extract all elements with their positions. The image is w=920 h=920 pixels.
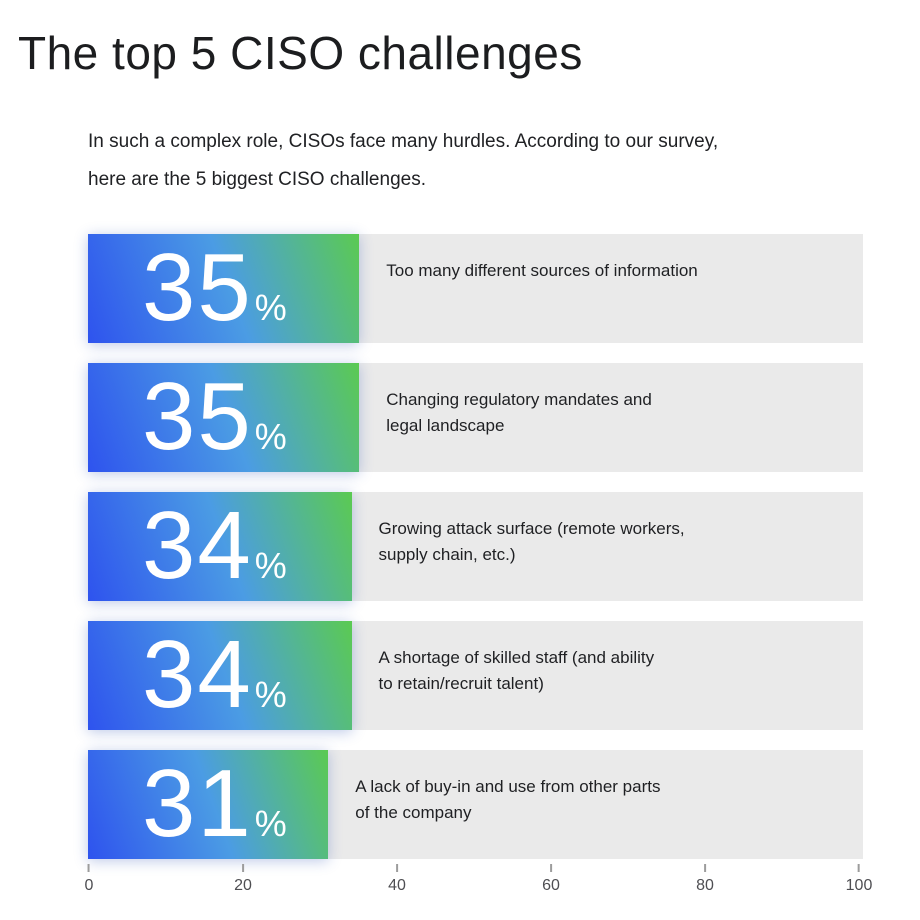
- intro-line-1: In such a complex role, CISOs face many …: [88, 131, 719, 152]
- intro-line-2: here are the 5 biggest CISO challenges.: [88, 169, 426, 190]
- percent-sign: %: [254, 545, 287, 586]
- page-title: The top 5 CISO challenges: [18, 27, 583, 79]
- percent-sign: %: [254, 674, 287, 715]
- bar-segment: 31 %: [88, 750, 329, 859]
- bar-label-line: Growing attack surface (remote workers,: [378, 519, 685, 538]
- bar-label: A shortage of skilled staff (and ability…: [352, 621, 671, 730]
- percent-sign: %: [254, 287, 287, 328]
- chart-row-5: 31 % A lack of buy-in and use from other…: [88, 750, 863, 859]
- bar-label-line: Changing regulatory mandates and: [386, 390, 652, 409]
- percent-sign: %: [254, 416, 287, 457]
- chart-row-1: 35 % Too many different sources of infor…: [88, 234, 863, 343]
- tick-mark: [88, 864, 90, 872]
- tick-mark: [395, 864, 398, 872]
- bar-label-line: A shortage of skilled staff (and ability: [378, 648, 655, 667]
- bar-value: 35 %: [88, 234, 287, 341]
- bar-chart: 35 % Too many different sources of infor…: [88, 234, 863, 879]
- intro-text: In such a complex role, CISOs face many …: [88, 123, 718, 199]
- bar-value: 34 %: [88, 621, 287, 728]
- bar-label-line: supply chain, etc.): [378, 545, 516, 564]
- axis-tick-60: 60: [542, 864, 560, 895]
- bar-label-line: Too many different sources of informatio…: [386, 261, 698, 280]
- bar-value-number: 34: [142, 621, 253, 728]
- bar-value: 35 %: [88, 363, 287, 470]
- tick-label: 80: [696, 877, 714, 894]
- tick-mark: [241, 864, 244, 872]
- tick-mark: [857, 864, 860, 872]
- bar-value-number: 31: [142, 750, 253, 857]
- bar-label: Growing attack surface (remote workers, …: [352, 492, 701, 601]
- bar-value: 34 %: [88, 492, 287, 599]
- bar-value-number: 35: [142, 363, 253, 470]
- bar-label-line: to retain/recruit talent): [378, 674, 544, 693]
- tick-mark: [549, 864, 552, 872]
- bar-value: 31 %: [88, 750, 287, 857]
- bar-segment: 35 %: [88, 234, 360, 343]
- tick-mark: [703, 864, 706, 872]
- percent-sign: %: [254, 803, 287, 844]
- bar-label: Changing regulatory mandates and legal l…: [359, 363, 668, 472]
- bar-label-line: of the company: [355, 803, 472, 822]
- bar-label-line: legal landscape: [386, 416, 505, 435]
- chart-row-4: 34 % A shortage of skilled staff (and ab…: [88, 621, 863, 730]
- x-axis: 0 20 40 60 80 100: [85, 864, 872, 906]
- bar-label: A lack of buy-in and use from other part…: [328, 750, 676, 859]
- bar-label-line: A lack of buy-in and use from other part…: [355, 777, 661, 796]
- bar-segment: 34 %: [88, 621, 352, 730]
- chart-row-3: 34 % Growing attack surface (remote work…: [88, 492, 863, 601]
- bar-label: Too many different sources of informatio…: [359, 234, 714, 343]
- axis-tick-80: 80: [696, 864, 714, 895]
- axis-tick-40: 40: [388, 864, 406, 895]
- bar-segment: 35 %: [88, 363, 360, 472]
- tick-label: 60: [542, 877, 560, 894]
- tick-label: 20: [234, 877, 252, 894]
- axis-tick-100: 100: [845, 864, 873, 895]
- tick-label: 0: [84, 877, 94, 894]
- tick-label: 40: [388, 877, 406, 894]
- tick-label: 100: [845, 877, 873, 894]
- axis-tick-0: 0: [84, 864, 94, 895]
- bar-value-number: 34: [142, 492, 253, 599]
- axis-tick-20: 20: [234, 864, 252, 895]
- bar-value-number: 35: [142, 234, 253, 341]
- chart-row-2: 35 % Changing regulatory mandates and le…: [88, 363, 863, 472]
- bar-segment: 34 %: [88, 492, 352, 601]
